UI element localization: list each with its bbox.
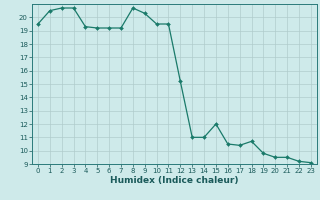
X-axis label: Humidex (Indice chaleur): Humidex (Indice chaleur) bbox=[110, 176, 239, 185]
